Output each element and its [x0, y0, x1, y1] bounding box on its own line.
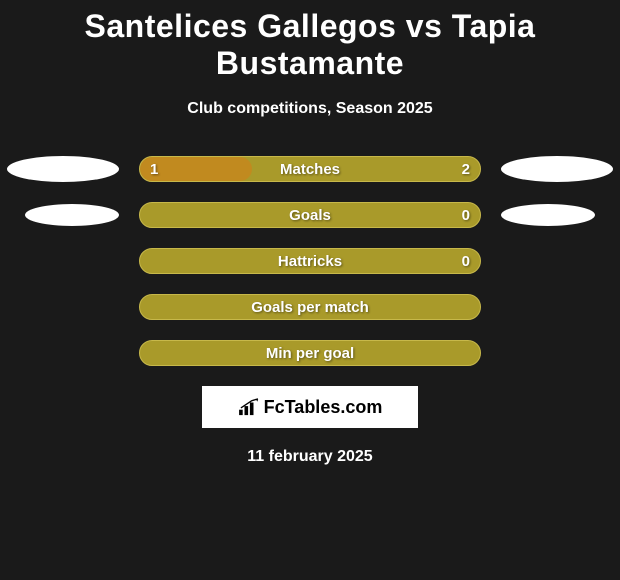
- stat-row: Min per goal: [0, 340, 620, 366]
- comparison-card: Santelices Gallegos vs Tapia Bustamante …: [0, 0, 620, 466]
- stat-row: Matches1 2: [0, 156, 620, 182]
- stat-value-left: 1: [150, 157, 158, 181]
- stat-label: Goals per match: [140, 295, 480, 319]
- player-marker-right: [501, 204, 595, 226]
- page-title: Santelices Gallegos vs Tapia Bustamante: [0, 8, 620, 82]
- stat-value-right: 0: [462, 249, 470, 273]
- stat-row: Goals0: [0, 202, 620, 228]
- date-label: 11 february 2025: [0, 448, 620, 466]
- logo-badge: FcTables.com: [202, 386, 418, 428]
- stat-bar: Goals0: [139, 202, 481, 228]
- stat-row: Hattricks0: [0, 248, 620, 274]
- stat-bar: Min per goal: [139, 340, 481, 366]
- stat-value-right: 0: [462, 203, 470, 227]
- page-subtitle: Club competitions, Season 2025: [0, 100, 620, 118]
- stat-rows: Matches12Goals0Hattricks0Goals per match…: [0, 156, 620, 366]
- chart-icon: [238, 398, 260, 416]
- stat-row: Goals per match: [0, 294, 620, 320]
- stat-bar: Hattricks0: [139, 248, 481, 274]
- stat-label: Min per goal: [140, 341, 480, 365]
- player-marker-left: [7, 156, 119, 182]
- stat-label: Goals: [140, 203, 480, 227]
- stat-label: Hattricks: [140, 249, 480, 273]
- player-marker-left: [25, 204, 119, 226]
- logo-text: FcTables.com: [264, 397, 383, 418]
- stat-bar: Goals per match: [139, 294, 481, 320]
- player-marker-right: [501, 156, 613, 182]
- stat-label: Matches: [140, 157, 480, 181]
- stat-bar: Matches1 2: [139, 156, 481, 182]
- stat-value-right: 2: [462, 157, 470, 181]
